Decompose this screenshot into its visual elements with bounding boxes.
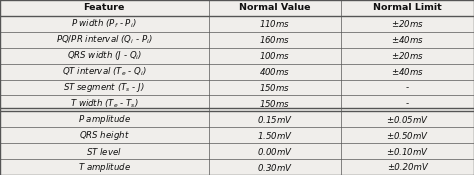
Text: $P$ width ($P_f$ - $P_i$): $P$ width ($P_f$ - $P_i$): [72, 18, 137, 30]
Text: 110$ms$: 110$ms$: [259, 18, 291, 29]
Text: ±40$ms$: ±40$ms$: [391, 34, 424, 45]
Text: $T$ width ($T_e$ - $T_s$): $T$ width ($T_e$ - $T_s$): [70, 97, 139, 110]
Text: $T$ amplitude: $T$ amplitude: [78, 160, 131, 174]
Text: 1.50$mV$: 1.50$mV$: [257, 130, 293, 141]
Text: $P$ amplitude: $P$ amplitude: [78, 113, 131, 126]
Text: ±0.50$mV$: ±0.50$mV$: [386, 130, 429, 141]
Text: ±0.20mV: ±0.20mV: [387, 163, 428, 172]
Text: $QRS$ height: $QRS$ height: [79, 129, 130, 142]
Text: ±40$ms$: ±40$ms$: [391, 66, 424, 77]
Text: 400$ms$: 400$ms$: [259, 66, 291, 77]
Text: 160$ms$: 160$ms$: [259, 34, 291, 45]
Text: $PQ/PR$ interval ($Q_i$ - $P_i$): $PQ/PR$ interval ($Q_i$ - $P_i$): [56, 34, 153, 46]
Text: 150$ms$: 150$ms$: [259, 98, 291, 109]
Text: $QT$ interval ($T_e$ - $Q_i$): $QT$ interval ($T_e$ - $Q_i$): [62, 65, 146, 78]
Text: 0.15$mV$: 0.15$mV$: [257, 114, 293, 125]
Text: $ST$ segment ($T_s$ - J): $ST$ segment ($T_s$ - J): [64, 81, 145, 94]
Text: $QRS$ width (J - $Q_i$): $QRS$ width (J - $Q_i$): [67, 49, 142, 62]
Text: -: -: [406, 83, 409, 92]
Text: 150$ms$: 150$ms$: [259, 82, 291, 93]
Text: Feature: Feature: [83, 4, 125, 12]
Text: Normal Limit: Normal Limit: [373, 4, 442, 12]
Text: -: -: [406, 99, 409, 108]
Text: ±20$ms$: ±20$ms$: [391, 18, 424, 29]
Text: 0.30$mV$: 0.30$mV$: [257, 162, 293, 173]
Text: ±0.10$mV$: ±0.10$mV$: [386, 146, 429, 157]
Text: ±20$ms$: ±20$ms$: [391, 50, 424, 61]
Text: $ST$ level: $ST$ level: [86, 146, 122, 157]
Text: ±0.05$mV$: ±0.05$mV$: [386, 114, 429, 125]
Text: Normal Value: Normal Value: [239, 4, 310, 12]
Text: 0.00$mV$: 0.00$mV$: [257, 146, 293, 157]
Text: 100$ms$: 100$ms$: [259, 50, 291, 61]
